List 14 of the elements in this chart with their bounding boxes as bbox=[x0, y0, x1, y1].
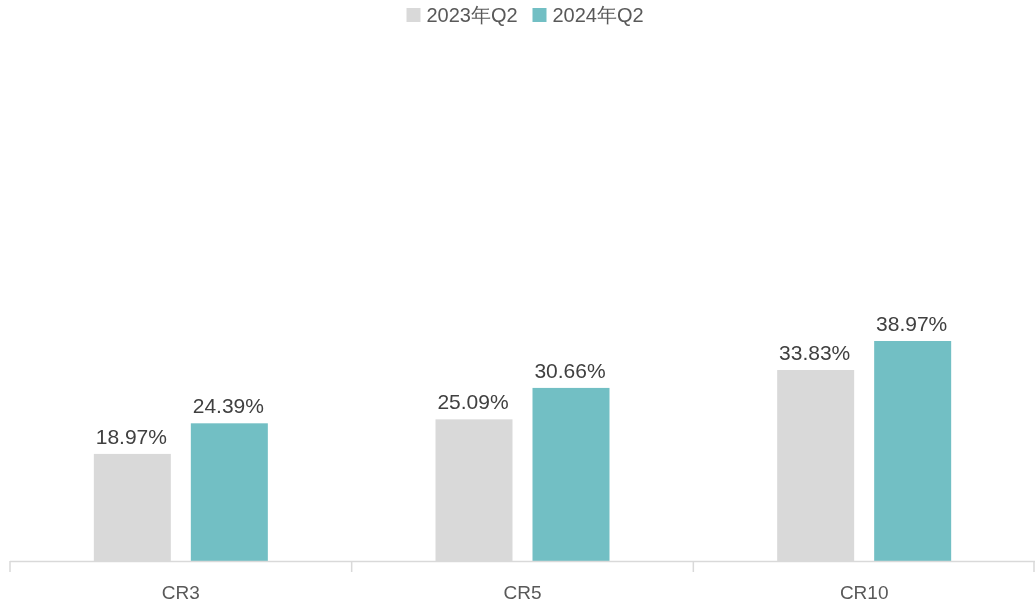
legend-label: 2023年Q2 bbox=[426, 4, 518, 26]
data-label: 24.39% bbox=[192, 394, 264, 418]
bar bbox=[874, 341, 952, 561]
data-label: 25.09% bbox=[437, 390, 509, 414]
data-label: 30.66% bbox=[534, 358, 606, 382]
x-tick-label: CR5 bbox=[503, 582, 542, 603]
x-tick-label: CR3 bbox=[161, 582, 200, 603]
x-tick-label: CR10 bbox=[839, 582, 889, 603]
bar bbox=[532, 387, 610, 561]
data-label: 18.97% bbox=[95, 424, 167, 448]
data-label: 38.97% bbox=[876, 312, 948, 335]
legend-label: 2024年Q2 bbox=[552, 4, 644, 26]
data-label: 33.83% bbox=[779, 341, 851, 365]
bar bbox=[190, 423, 268, 561]
